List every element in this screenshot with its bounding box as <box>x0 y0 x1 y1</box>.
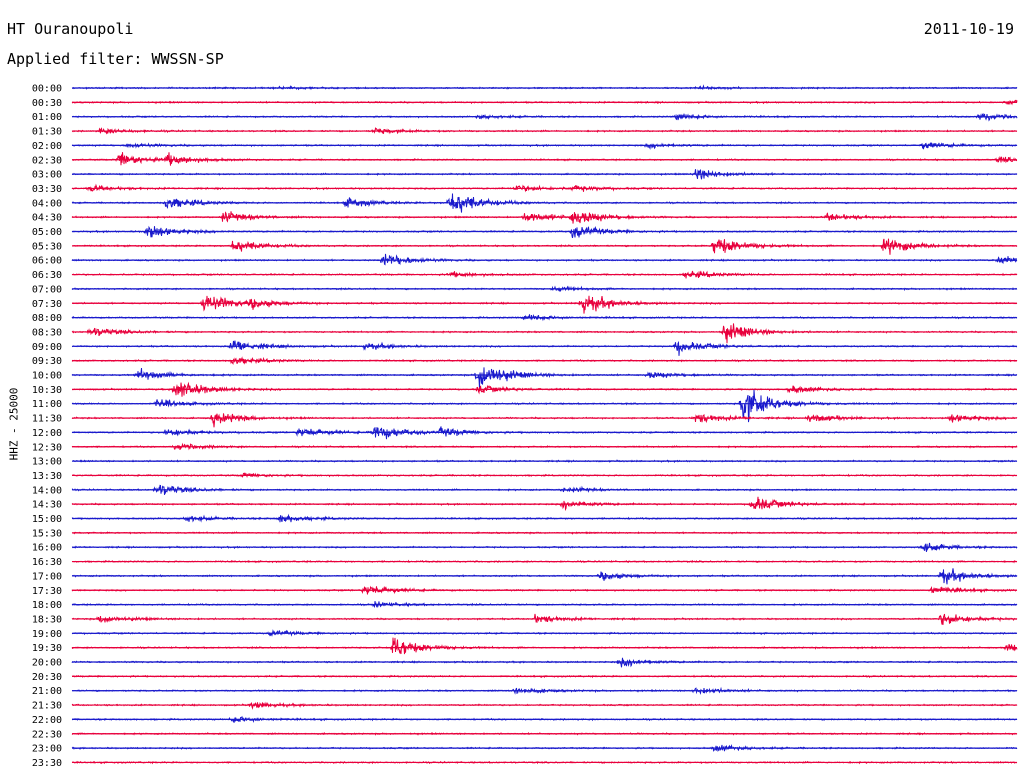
trace-row-0830 <box>71 323 1018 344</box>
row-time-label: 08:00 <box>32 313 62 324</box>
trace-row-1130 <box>71 413 1018 428</box>
row-time-label: 03:30 <box>32 184 62 195</box>
row-time-label: 04:30 <box>32 213 62 224</box>
row-time-label: 16:00 <box>32 543 62 554</box>
row-time-label: 05:00 <box>32 227 62 238</box>
row-time-label: 19:30 <box>32 643 62 654</box>
row-time-label: 09:00 <box>32 342 62 353</box>
row-time-label: 20:30 <box>32 672 62 683</box>
station-title: HT Ouranoupoli <box>7 20 134 38</box>
row-time-label: 03:00 <box>32 170 62 181</box>
row-time-label: 12:30 <box>32 442 62 453</box>
row-time-label: 11:00 <box>32 399 62 410</box>
row-time-label: 02:00 <box>32 141 62 152</box>
trace-row-1430 <box>71 496 1018 512</box>
row-time-label: 23:00 <box>32 744 62 755</box>
row-time-label: 07:30 <box>32 299 62 310</box>
row-time-label: 13:30 <box>32 471 62 482</box>
trace-row-0900 <box>71 340 1018 356</box>
trace-row-1930 <box>71 637 1018 655</box>
row-time-label: 08:30 <box>32 327 62 338</box>
row-time-label: 01:30 <box>32 127 62 138</box>
row-time-label: 14:00 <box>32 485 62 496</box>
row-time-label: 15:00 <box>32 514 62 525</box>
trace-row-0230 <box>71 152 1018 166</box>
row-time-label: 06:00 <box>32 256 62 267</box>
row-time-label: 02:30 <box>32 155 62 166</box>
row-time-label: 05:30 <box>32 241 62 252</box>
row-time-label: 17:00 <box>32 571 62 582</box>
filter-label: Applied filter: WWSSN-SP <box>7 50 224 68</box>
tick-labels: 00:00 00:30 01:00 01:30 02:00 02:30 03:00 03:30… <box>32 84 62 769</box>
trace-row-0800 <box>71 313 1018 322</box>
row-time-label: 00:00 <box>32 84 62 95</box>
row-time-label: 07:00 <box>32 284 62 295</box>
trace-row-0730 <box>71 295 1018 314</box>
row-time-label: 18:00 <box>32 600 62 611</box>
row-time-label: 09:30 <box>32 356 62 367</box>
row-time-label: 00:30 <box>32 98 62 109</box>
trace-row-0600 <box>71 253 1018 266</box>
row-time-label: 15:30 <box>32 528 62 539</box>
row-time-label: 21:30 <box>32 701 62 712</box>
row-time-label: 23:30 <box>32 758 62 769</box>
trace-row-1000 <box>71 367 1018 389</box>
row-time-label: 20:00 <box>32 658 62 669</box>
row-time-label: 22:30 <box>32 729 62 740</box>
row-time-label: 17:30 <box>32 586 62 597</box>
row-time-label: 13:00 <box>32 457 62 468</box>
trace-row-0530 <box>72 238 1018 255</box>
row-time-label: 04:00 <box>32 198 62 209</box>
row-time-label: 06:30 <box>32 270 62 281</box>
row-time-label: 12:00 <box>32 428 62 439</box>
row-time-label: 01:00 <box>32 112 62 123</box>
traces <box>71 84 1018 765</box>
row-time-label: 10:30 <box>32 385 62 396</box>
row-time-label: 14:30 <box>32 500 62 511</box>
row-time-label: 21:00 <box>32 686 62 697</box>
trace-row-1100 <box>71 389 1018 423</box>
row-time-label: 11:30 <box>32 414 62 425</box>
row-time-label: 22:00 <box>32 715 62 726</box>
row-time-label: 19:00 <box>32 629 62 640</box>
row-time-label: 18:30 <box>32 614 62 625</box>
row-time-label: 16:30 <box>32 557 62 568</box>
row-time-label: 10:00 <box>32 371 62 382</box>
date-label: 2011-10-19 <box>923 20 1014 38</box>
